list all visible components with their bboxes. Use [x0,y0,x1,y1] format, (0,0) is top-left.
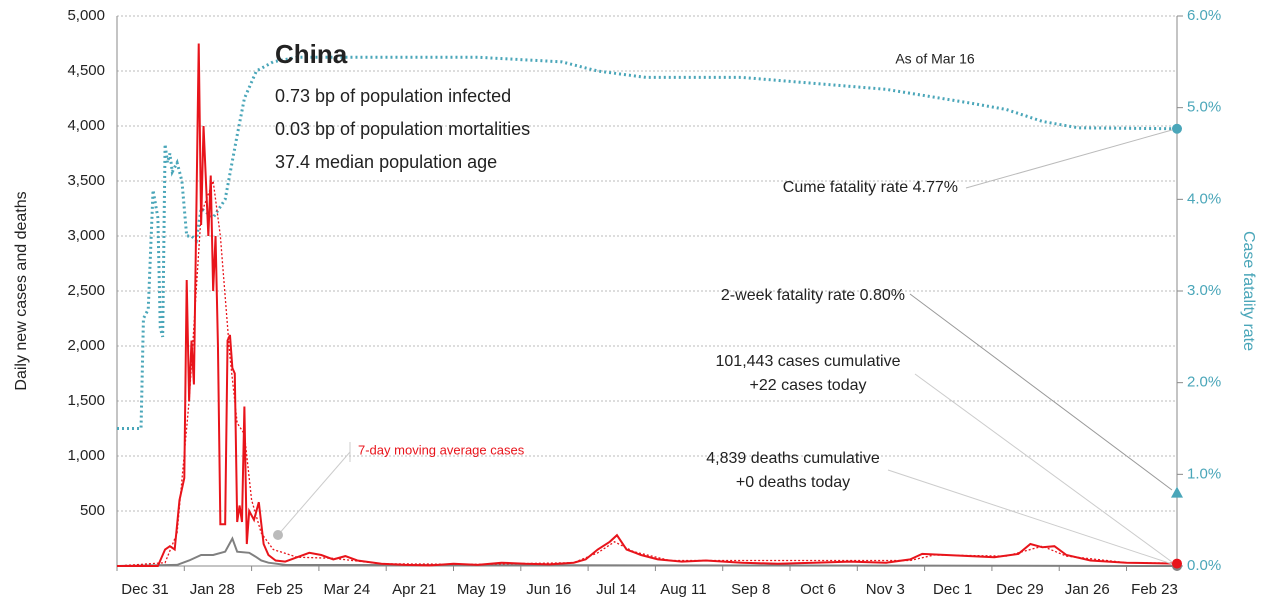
annotation: 2-week fatality rate 0.80% [721,287,905,304]
x-tick-label: Feb 23 [1131,581,1178,598]
y2-tick-label: 6.0% [1187,7,1221,24]
y-tick-label: 3,000 [67,227,105,244]
x-tick-label: Jan 28 [190,581,235,598]
annotation: 7-day moving average cases [358,442,525,457]
x-tick-label: Dec 31 [121,581,169,598]
y2-tick-label: 4.0% [1187,190,1221,207]
x-tick-label: May 19 [457,581,506,598]
annotation: Cume fatality rate 4.77% [783,179,958,196]
series-line [117,43,1178,567]
leader [277,451,351,536]
x-tick-label: Jul 14 [596,581,636,598]
series-line [116,536,1178,567]
leader [914,373,1173,563]
x-tick-label: Sep 8 [731,581,770,598]
annotation-lines [273,129,1173,565]
marker [273,530,283,540]
y2-tick-label: 1.0% [1187,465,1221,482]
annotation: As of Mar 16 [895,51,975,67]
series-line [116,180,1178,567]
subtitle: 37.4 median population age [275,152,497,172]
x-tick-label: Mar 24 [324,581,371,598]
x-tick-label: Dec 1 [933,581,972,598]
y-tick-label: 2,500 [67,282,105,299]
leader [887,469,1173,565]
y-axis-label: Daily new cases and deaths [13,191,30,390]
y2-axis-label: Case fatality rate [1240,231,1257,351]
y-tick-label: 4,000 [67,117,105,134]
end-marker [1172,123,1182,134]
y2-tick-label: 2.0% [1187,374,1221,391]
annotation: +0 deaths today [736,474,850,491]
y2-tick-label: 3.0% [1187,282,1221,299]
subtitle: 0.03 bp of population mortalities [275,119,530,139]
y-tick-label: 500 [80,502,105,519]
chart-title: China [275,39,348,69]
y2-tick-label: 5.0% [1187,99,1221,116]
lines [116,43,1183,571]
x-tick-label: Aug 11 [660,581,706,598]
x-tick-label: Dec 29 [996,581,1044,598]
two-week-marker [1171,486,1183,498]
y2-tick-label: 0.0% [1187,557,1221,574]
x-tick-label: Jan 26 [1065,581,1110,598]
leader [965,129,1173,189]
y-tick-label: 1,000 [67,447,105,464]
x-tick-label: Jun 16 [526,581,571,598]
x-tick-label: Nov 3 [866,581,905,598]
y-tick-label: 3,500 [67,172,105,189]
leader [909,293,1173,491]
x-tick-label: Apr 21 [392,581,436,598]
annotation: +22 cases today [750,377,867,394]
subtitle: 0.73 bp of population infected [275,86,511,106]
y-tick-label: 1,500 [67,392,105,409]
end-marker [1172,558,1182,569]
y-tick-label: 5,000 [67,7,105,24]
x-tick-label: Oct 6 [800,581,836,598]
y-tick-label: 4,500 [67,62,105,79]
x-tick-label: Feb 25 [256,581,303,598]
y-tick-label: 2,000 [67,337,105,354]
annotation: 101,443 cases cumulative [716,353,901,370]
series-line [117,55,1178,430]
annotation: 4,839 deaths cumulative [706,450,880,467]
